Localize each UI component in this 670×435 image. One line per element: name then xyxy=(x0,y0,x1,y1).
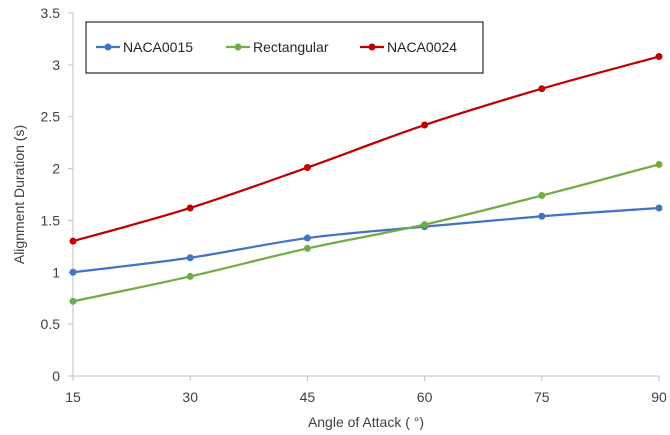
series-line-rectangular xyxy=(72,163,660,303)
data-point xyxy=(69,297,77,305)
series-layer xyxy=(69,53,663,305)
data-point xyxy=(186,254,194,262)
legend-label: NACA0024 xyxy=(387,39,457,55)
legend-marker xyxy=(234,43,242,51)
series-rectangular xyxy=(69,160,663,305)
data-point xyxy=(303,244,311,252)
legend-marker xyxy=(368,43,376,51)
x-tick-label: 75 xyxy=(534,389,550,405)
legend-label: Rectangular xyxy=(253,39,329,55)
x-tick-label: 45 xyxy=(300,389,316,405)
legend: NACA0015 Rectangular NACA0024 xyxy=(85,21,484,74)
data-point xyxy=(186,272,194,280)
data-point xyxy=(538,192,546,200)
data-point xyxy=(69,268,77,276)
y-tick-label: 1 xyxy=(52,264,60,280)
legend-box xyxy=(85,21,484,74)
data-point xyxy=(538,85,546,93)
x-tick-label: 30 xyxy=(182,389,198,405)
x-tick-label: 15 xyxy=(65,389,81,405)
x-axis-label: Angle of Attack ( °) xyxy=(308,414,424,430)
data-point xyxy=(421,121,429,129)
series-naca0024 xyxy=(69,53,663,245)
data-point xyxy=(69,237,77,245)
x-tick-label: 60 xyxy=(417,389,433,405)
legend-item-rectangular: Rectangular xyxy=(226,39,329,55)
data-point xyxy=(655,160,663,168)
series-line-naca0024 xyxy=(72,55,660,243)
y-axis-label: Alignment Duration (s) xyxy=(11,125,27,264)
y-tick-label: 1.5 xyxy=(41,212,61,228)
y-tick-label: 3 xyxy=(52,57,60,73)
data-point xyxy=(655,204,663,212)
data-point xyxy=(303,234,311,242)
y-tick-label: 2 xyxy=(52,161,60,177)
data-point xyxy=(186,204,194,212)
axes: 0 0.5 1 1.5 2 2.5 3 3.5 15 30 45 60 75 90 xyxy=(41,5,667,405)
y-tick-label: 0.5 xyxy=(41,316,61,332)
y-tick-label: 2.5 xyxy=(41,109,61,125)
data-point xyxy=(421,221,429,229)
y-tick-label: 3.5 xyxy=(41,5,61,21)
data-point xyxy=(538,212,546,220)
legend-item-naca0024: NACA0024 xyxy=(360,39,457,55)
series-naca0015 xyxy=(69,204,663,276)
data-point xyxy=(655,53,663,61)
x-tick-label: 90 xyxy=(651,389,667,405)
data-point xyxy=(303,164,311,172)
legend-marker xyxy=(104,43,112,51)
legend-label: NACA0015 xyxy=(123,39,193,55)
legend-item-naca0015: NACA0015 xyxy=(96,39,193,55)
series-line-naca0015 xyxy=(72,206,660,274)
y-tick-label: 0 xyxy=(52,368,60,384)
